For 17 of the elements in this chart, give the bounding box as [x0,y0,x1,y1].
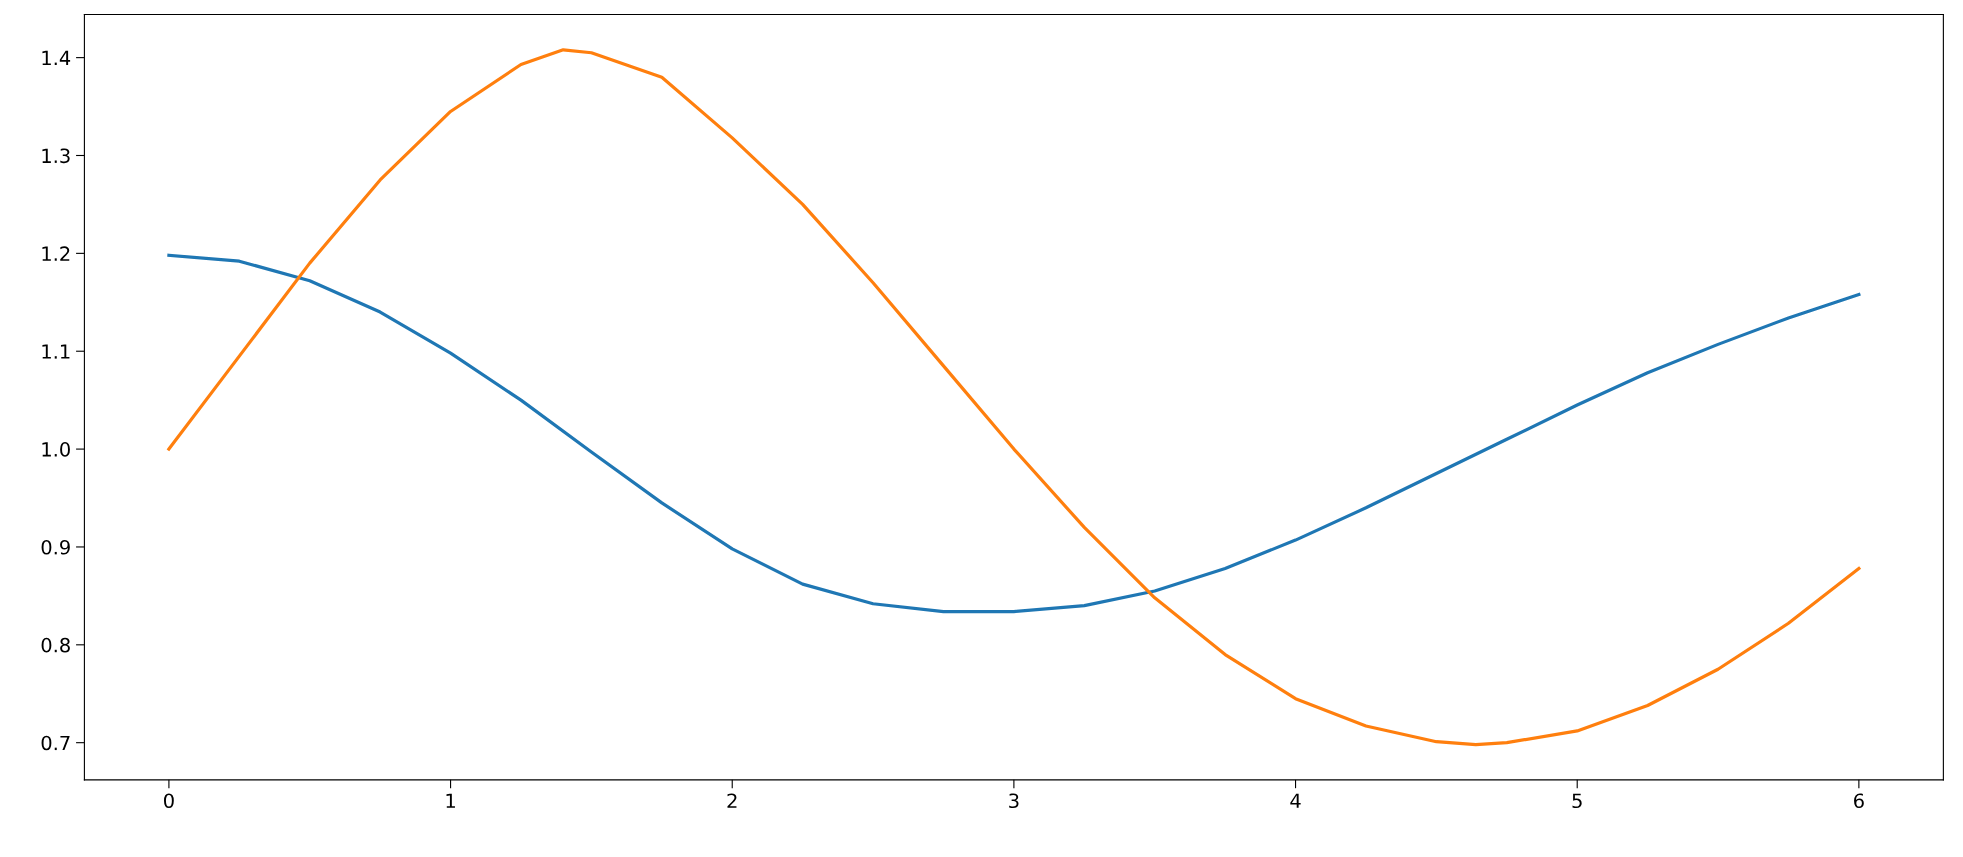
y-tick-label: 1.3 [42,148,70,164]
x-tick-label: 4 [1290,793,1301,808]
x-tick-label: 3 [1009,793,1019,809]
y-tick-label: 1.4 [42,50,71,66]
line-series [167,48,1861,747]
y-tick-label: 0.9 [41,539,70,555]
line-series [167,253,1861,614]
x-tick-label: 5 [1572,793,1582,809]
y-tick-label: 1.0 [42,442,70,457]
y-tick-label: 1.1 [42,344,70,359]
y-tick-label: 0.7 [41,735,70,751]
y-tick-label: 0.8 [41,637,70,653]
x-tick-label: 6 [1854,793,1864,809]
x-tick-label: 1 [446,793,455,808]
x-tick-label: 0 [164,793,174,809]
y-tick-label: 1.2 [42,246,70,261]
x-tick-label: 2 [727,793,737,808]
